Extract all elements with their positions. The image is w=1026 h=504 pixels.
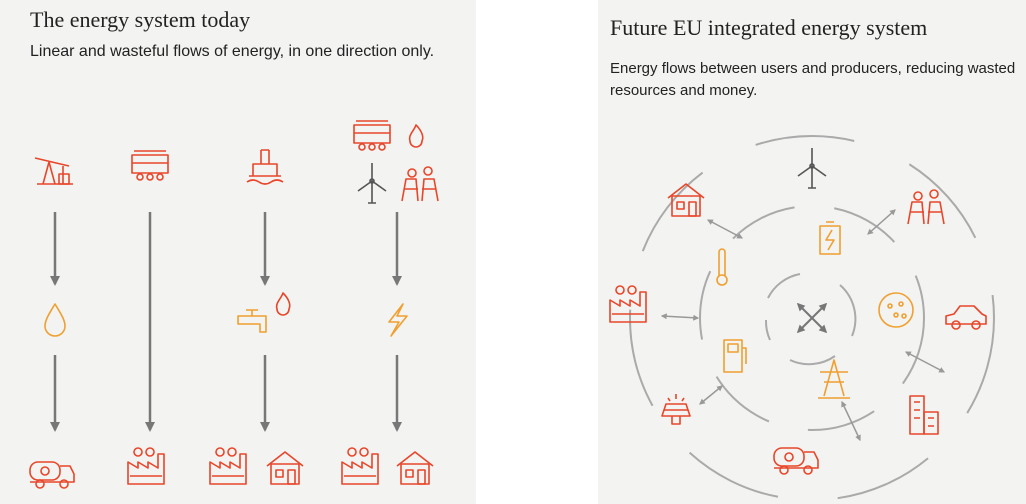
factory-icon (209, 447, 247, 485)
factory-icon (609, 285, 647, 323)
coal-train-icon (353, 120, 391, 151)
house-icon (396, 451, 434, 485)
hydrogen-icon (878, 292, 914, 328)
center-arrows (796, 302, 828, 334)
truck-icon (29, 461, 75, 489)
left-subtitle: Linear and wasteful flows of energy, in … (30, 43, 435, 60)
factory-icon (341, 447, 379, 485)
right-panel (598, 0, 1026, 504)
thermometer-icon (716, 248, 728, 286)
gas-flame-icon (275, 292, 291, 316)
coal-train-icon (131, 150, 169, 181)
pylon-icon (817, 359, 851, 399)
outer-ring (629, 135, 995, 501)
electricity-icon (388, 303, 408, 337)
wind-turbine-icon (797, 147, 827, 189)
gas-flame-icon (408, 124, 424, 148)
left-title: The energy system today (30, 7, 251, 32)
house-icon (266, 451, 304, 485)
exchange-arrows (660, 209, 946, 442)
middle-ring (699, 205, 925, 431)
right-subtitle: Energy flows between users and producers… (610, 60, 1016, 99)
gas-tap-icon (237, 309, 267, 333)
battery-icon (819, 221, 841, 255)
wind-turbine-icon (357, 162, 387, 204)
power-plant-icon (907, 189, 945, 225)
truck-icon (773, 447, 819, 475)
factory-icon (127, 447, 165, 485)
power-plant-icon (401, 166, 439, 202)
oil-pump-icon (34, 157, 74, 185)
car-icon (945, 305, 987, 330)
fuel-pump-icon (723, 339, 747, 373)
building-icon (909, 395, 939, 435)
inner-ring (764, 273, 857, 366)
oil-rig-icon (246, 149, 284, 185)
solar-panel-icon (661, 393, 691, 425)
oil-drop-icon (44, 303, 66, 337)
right-title: Future EU integrated energy system (610, 15, 928, 40)
